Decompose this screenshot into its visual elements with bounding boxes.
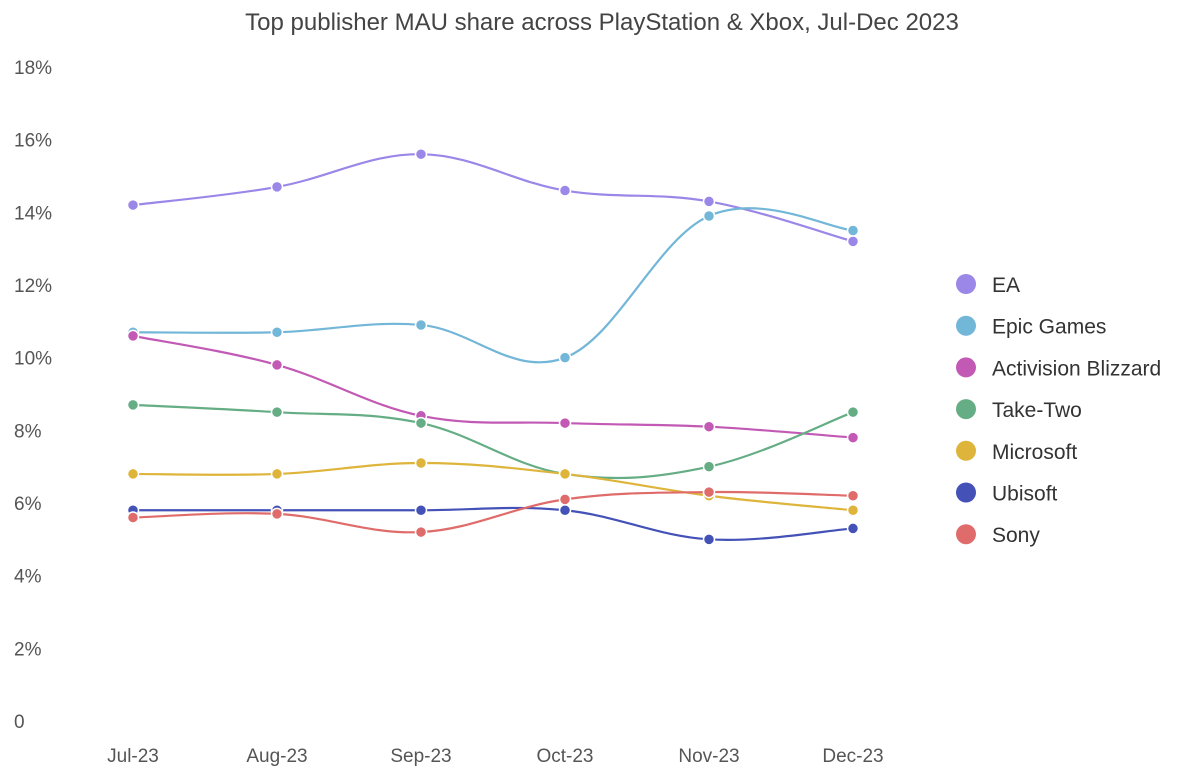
data-point xyxy=(126,467,140,481)
data-point xyxy=(846,405,860,419)
x-tick-label: Nov-23 xyxy=(678,746,739,767)
y-tick-label: 4% xyxy=(14,567,42,588)
legend-label: Microsoft xyxy=(992,441,1077,464)
x-tick-label: Jul-23 xyxy=(107,746,159,767)
data-point xyxy=(702,533,716,546)
legend-label: Activision Blizzard xyxy=(992,357,1161,380)
data-point xyxy=(846,431,860,444)
y-tick-label: 12% xyxy=(14,276,52,297)
y-tick-label: 10% xyxy=(14,349,52,370)
legend-marker xyxy=(956,482,976,503)
legend-label: Epic Games xyxy=(992,316,1106,339)
data-point xyxy=(846,489,860,502)
data-point xyxy=(414,416,428,430)
data-point xyxy=(270,325,284,339)
data-point xyxy=(702,485,716,499)
y-tick-label: 6% xyxy=(14,494,42,515)
x-axis-ticks: Jul-23 Aug-23 Sep-23 Oct-23 Nov-23 Dec-23 xyxy=(107,746,884,767)
data-point xyxy=(270,467,284,481)
data-point xyxy=(270,180,284,194)
series-line-sony xyxy=(132,490,854,534)
x-tick-label: Dec-23 xyxy=(822,746,883,767)
data-point xyxy=(846,224,860,237)
legend-marker xyxy=(956,399,976,420)
data-point xyxy=(270,507,284,521)
y-tick-label: 2% xyxy=(14,639,42,660)
series-points xyxy=(126,147,860,546)
data-point xyxy=(702,420,716,433)
legend: EA Epic Games Activision Blizzard Take-Two M… xyxy=(956,274,1161,547)
data-point xyxy=(558,184,572,197)
data-point xyxy=(558,493,572,506)
data-point xyxy=(126,511,140,524)
data-point xyxy=(414,147,428,161)
series-line-ubisoft xyxy=(133,506,854,541)
data-point xyxy=(558,351,572,364)
data-point xyxy=(558,504,572,517)
data-point xyxy=(126,198,140,212)
y-axis-ticks: 0 2% 4% 6% 8% 10% 12% 14% 16% 18% xyxy=(14,58,52,733)
data-point xyxy=(414,504,428,517)
y-tick-label: 8% xyxy=(14,421,42,442)
series-line-take-two xyxy=(132,403,854,480)
data-point xyxy=(558,467,572,481)
x-tick-label: Sep-23 xyxy=(390,746,451,767)
legend-label: Sony xyxy=(992,524,1040,547)
legend-label: EA xyxy=(992,274,1020,297)
data-point xyxy=(846,235,860,248)
x-tick-label: Oct-23 xyxy=(536,746,593,767)
legend-label: Take-Two xyxy=(992,399,1082,422)
legend-marker xyxy=(956,274,976,294)
data-point xyxy=(702,460,716,473)
data-point xyxy=(558,416,572,430)
series-line-activision-blizzard xyxy=(132,334,854,439)
legend-marker xyxy=(956,440,976,461)
legend-marker xyxy=(956,357,976,378)
data-point xyxy=(126,329,140,343)
legend-label: Ubisoft xyxy=(992,483,1058,506)
data-point xyxy=(414,456,428,470)
data-point xyxy=(414,318,428,332)
y-tick-label: 0 xyxy=(14,712,25,733)
series-line-ea xyxy=(132,153,854,243)
data-point xyxy=(702,195,716,208)
data-point xyxy=(702,209,716,223)
data-point xyxy=(126,398,140,412)
y-tick-label: 16% xyxy=(14,131,52,152)
y-tick-label: 18% xyxy=(14,58,52,79)
data-point xyxy=(846,504,860,517)
series-line-epic-games xyxy=(132,207,854,364)
data-point xyxy=(270,405,284,419)
x-tick-label: Aug-23 xyxy=(246,746,307,767)
data-point xyxy=(414,525,428,539)
legend-marker xyxy=(956,315,976,336)
data-point xyxy=(270,358,284,372)
series-lines xyxy=(132,153,854,541)
data-point xyxy=(846,522,860,535)
legend-marker xyxy=(956,524,976,545)
series-line-microsoft xyxy=(132,461,854,512)
y-tick-label: 14% xyxy=(14,203,52,224)
chart-title: Top publisher MAU share across PlayStati… xyxy=(245,9,959,36)
